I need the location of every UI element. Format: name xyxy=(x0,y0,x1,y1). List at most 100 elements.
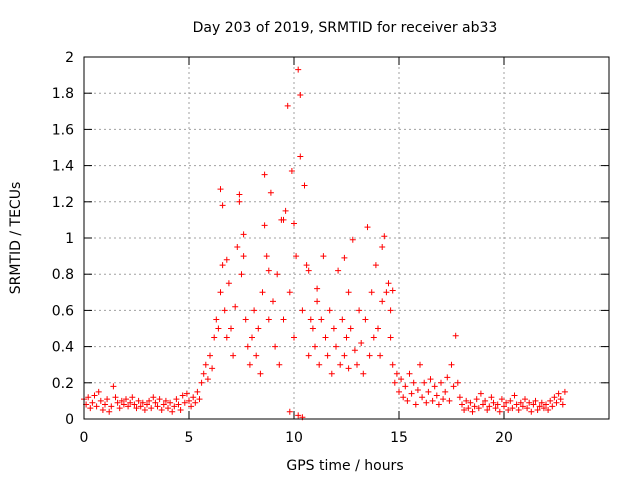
data-point xyxy=(200,370,207,377)
data-point xyxy=(236,198,243,205)
data-point xyxy=(419,394,426,401)
data-point xyxy=(209,365,216,372)
data-point xyxy=(99,406,106,413)
data-point xyxy=(240,231,247,238)
data-point xyxy=(305,352,312,359)
data-point xyxy=(253,352,260,359)
data-point xyxy=(471,403,478,410)
data-point xyxy=(408,390,415,397)
data-point xyxy=(431,383,438,390)
data-point xyxy=(406,370,413,377)
data-point xyxy=(242,316,249,323)
data-point xyxy=(547,397,554,404)
data-point xyxy=(345,289,352,296)
data-point xyxy=(114,399,121,406)
data-point xyxy=(473,396,480,403)
data-point xyxy=(345,365,352,372)
data-point xyxy=(160,401,167,408)
data-point xyxy=(280,216,287,223)
data-point xyxy=(368,289,375,296)
data-point xyxy=(152,399,159,406)
data-point xyxy=(316,361,323,368)
y-axis-label: SRMTID / TECUs xyxy=(8,182,24,295)
y-tick-label: 1.8 xyxy=(52,86,74,102)
data-point xyxy=(196,396,203,403)
data-point xyxy=(477,390,484,397)
data-point xyxy=(183,390,190,397)
data-point xyxy=(507,397,514,404)
data-point xyxy=(555,390,562,397)
data-point xyxy=(498,396,505,403)
data-point xyxy=(387,307,394,314)
data-point xyxy=(366,352,373,359)
y-tick-label: 1.6 xyxy=(52,122,74,138)
data-point xyxy=(309,325,316,332)
data-point xyxy=(486,403,493,410)
data-point xyxy=(165,405,171,412)
y-tick-label: 0.2 xyxy=(52,376,74,392)
data-point xyxy=(530,401,537,408)
data-point xyxy=(484,406,491,413)
data-point xyxy=(125,403,132,410)
data-point xyxy=(341,254,348,261)
data-point xyxy=(110,383,117,390)
data-point xyxy=(414,387,421,394)
data-point xyxy=(236,191,243,198)
data-point xyxy=(551,394,558,401)
data-point xyxy=(536,403,543,410)
data-point xyxy=(202,361,209,368)
axis-ticks: 00.20.40.60.811.21.41.61.820 5 10 15 20 xyxy=(52,50,609,446)
data-point xyxy=(410,379,417,386)
data-point xyxy=(461,406,468,413)
data-point xyxy=(444,374,451,381)
data-point xyxy=(540,405,547,412)
data-point xyxy=(299,307,306,314)
data-point xyxy=(167,399,174,406)
data-point xyxy=(459,401,465,408)
data-point xyxy=(553,399,560,406)
data-point xyxy=(238,271,245,278)
y-tick-label: 2 xyxy=(65,50,74,66)
data-point xyxy=(251,307,258,314)
data-point xyxy=(538,399,545,406)
data-point xyxy=(213,316,220,323)
data-point xyxy=(303,262,310,269)
data-point xyxy=(265,267,272,274)
data-point xyxy=(448,361,455,368)
data-point xyxy=(286,289,293,296)
data-point xyxy=(377,352,384,359)
data-point xyxy=(488,394,495,401)
data-point xyxy=(288,168,295,175)
data-point xyxy=(372,262,379,269)
data-point xyxy=(532,397,539,404)
data-point xyxy=(106,408,113,415)
data-point xyxy=(104,396,111,403)
data-point xyxy=(442,388,449,395)
data-point xyxy=(144,401,150,408)
data-point xyxy=(232,303,239,310)
data-point xyxy=(194,388,201,395)
data-point xyxy=(171,403,178,410)
data-point xyxy=(522,396,528,403)
data-point xyxy=(261,222,268,229)
data-point xyxy=(469,408,476,415)
data-point xyxy=(102,401,108,408)
data-point xyxy=(318,316,325,323)
data-point xyxy=(496,408,503,415)
data-point xyxy=(97,397,104,404)
data-point xyxy=(217,186,224,193)
y-tick-label: 1 xyxy=(65,231,74,247)
data-point xyxy=(131,401,138,408)
data-point xyxy=(223,334,230,341)
y-tick-label: 0.6 xyxy=(52,303,74,319)
data-point xyxy=(354,361,360,368)
data-point xyxy=(543,401,549,408)
data-point xyxy=(112,394,119,401)
data-point xyxy=(511,392,518,399)
data-point xyxy=(343,334,350,341)
data-point xyxy=(280,316,287,323)
data-point xyxy=(230,352,237,359)
y-tick-label: 0.8 xyxy=(52,267,74,283)
data-point xyxy=(270,298,276,305)
data-point xyxy=(524,405,531,412)
